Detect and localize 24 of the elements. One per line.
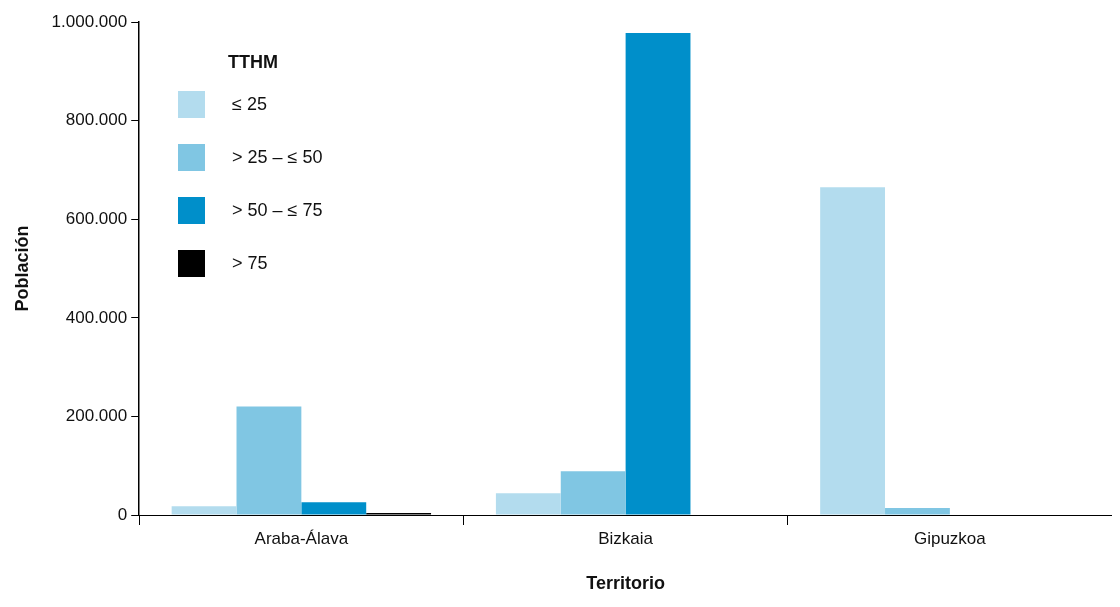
y-tick-label: 200.000 <box>65 406 128 426</box>
y-tick-label: 400.000 <box>65 307 128 327</box>
y-tick-label: 1.000.000 <box>51 11 128 31</box>
legend-label: ≤ 25 <box>232 94 267 115</box>
x-tick-label: Araba-Álava <box>254 528 349 548</box>
legend-title: TTHM <box>228 52 279 73</box>
bar <box>171 506 237 515</box>
bar <box>301 502 367 515</box>
legend-label: > 50 – ≤ 75 <box>232 200 323 221</box>
bar <box>560 471 626 515</box>
y-axis-title: Población <box>11 225 32 312</box>
bar <box>885 508 950 515</box>
bar <box>495 493 561 515</box>
y-tick-label: 0 <box>117 504 128 524</box>
legend-label: > 75 <box>232 253 268 274</box>
bar <box>625 33 691 515</box>
bar <box>236 406 302 515</box>
legend-label: > 25 – ≤ 50 <box>232 147 323 168</box>
y-tick-label: 600.000 <box>65 209 128 229</box>
x-axis-title: Territorio <box>586 573 665 594</box>
x-tick-label: Bizkaia <box>598 528 654 548</box>
x-tick-label: Gipuzkoa <box>913 528 987 548</box>
y-tick-label: 800.000 <box>65 110 128 130</box>
bar <box>820 187 886 515</box>
